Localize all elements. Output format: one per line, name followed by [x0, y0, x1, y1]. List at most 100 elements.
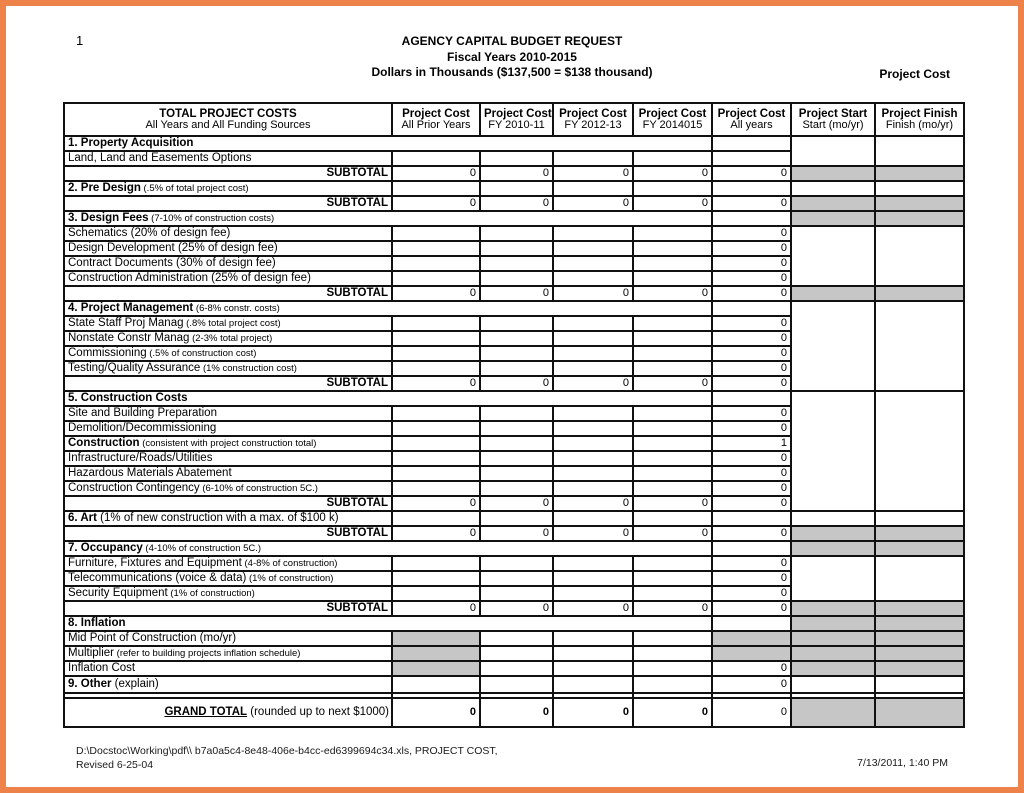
cell-fy-2010-11-item-telecom [479, 570, 554, 587]
row-label: Hazardous Materials Abatement [68, 467, 232, 480]
cell-fy-2010-11-item-commissioning [479, 345, 554, 362]
cell-project-finish-section-design-fees [874, 210, 965, 227]
cell-all-years-item-pre-design [711, 180, 792, 197]
cell-label-item-commissioning: Commissioning (.5% of construction cost) [63, 345, 393, 362]
row-label-note: (1% of construction) [167, 588, 255, 600]
cell-project-start-subtotal-design-fees [790, 285, 876, 302]
footer-file-info: D:\Docstoc\Working\pdf\\ b7a0a5c4-8e48-4… [76, 744, 498, 772]
cell-all-years-item-schematics: 0 [711, 225, 792, 242]
cell-label-item-testing-qa: Testing/Quality Assurance (1% constructi… [63, 360, 393, 377]
cell-fy-2012-13-spacer [552, 692, 634, 699]
cell-fy-2014015-grand-total: 0 [632, 697, 713, 728]
cell-subtotal-label: SUBTOTAL [63, 525, 393, 542]
cell-subtotal-label: SUBTOTAL [63, 495, 393, 512]
cell-fy-2012-13-subtotal-property-acquisition: 0 [552, 165, 634, 182]
cell-fy-2010-11-item-mid-point [479, 630, 554, 647]
cell-fy-2014015-item-security [632, 585, 713, 602]
cell-fy-2010-11-item-contract-documents [479, 255, 554, 272]
cell-fy-2014015-item-inflation-cost [632, 660, 713, 677]
cell-fy-2014015-item-pre-design [632, 180, 713, 197]
cell-project-finish-subtotal-pre-design [874, 195, 965, 212]
cell-all-years-section-construction-costs [711, 390, 792, 407]
row-label: Demolition/Decommissioning [68, 422, 217, 435]
cell-all-years-section-design-fees [711, 210, 792, 227]
cell-fy-2014015-item-commissioning [632, 345, 713, 362]
footer-timestamp: 7/13/2011, 1:40 PM [857, 757, 948, 769]
row-item-mid-point: Mid Point of Construction (mo/yr) [63, 630, 965, 647]
cell-project-start-section-construction-costs [790, 390, 876, 512]
row-item-site-building-prep: Site and Building Preparation 0 [63, 405, 964, 422]
row-item-inflation-cost: Inflation Cost 0 [63, 660, 965, 677]
row-label-note: (1% construction cost) [200, 363, 297, 375]
cell-fy-2012-13-item-commissioning [552, 345, 634, 362]
cell-project-finish-section-project-management [874, 300, 965, 392]
cell-all-prior-years-item-hazardous-materials [391, 465, 481, 482]
cell-fy-2014015-item-hazardous-materials [632, 465, 713, 482]
row-section-inflation: 8. Inflation [63, 615, 965, 632]
cell-all-years-item-multiplier [711, 645, 792, 662]
cell-fy-2012-13-item-nonstate-constr [552, 330, 634, 347]
cell-fy-2014015-item-testing-qa [632, 360, 713, 377]
cell-fy-2014015-item-demolition [632, 420, 713, 437]
cell-project-start-item-schematics [790, 225, 876, 287]
cell-all-prior-years-subtotal-design-fees: 0 [391, 285, 481, 302]
row-item-testing-qa: Testing/Quality Assurance (1% constructi… [63, 360, 964, 377]
cell-fy-2010-11-item-security [479, 585, 554, 602]
cell-project-finish-item-pre-design [874, 180, 965, 197]
cell-project-start-grand-total [790, 697, 876, 728]
row-label-note: (refer to building projects inflation sc… [114, 648, 301, 660]
cell-label-item-telecom: Telecommunications (voice & data) (1% of… [63, 570, 393, 587]
row-label: Nonstate Constr Manag [68, 332, 190, 345]
cell-fy-2014015-item-schematics [632, 225, 713, 242]
cell-all-years-item-telecom: 0 [711, 570, 792, 587]
cell-label-item-furniture: Furniture, Fixtures and Equipment (4-8% … [63, 555, 393, 572]
row-item-design-development: Design Development (25% of design fee) 0 [63, 240, 964, 257]
cell-label-item-site-building-prep: Site and Building Preparation [63, 405, 393, 422]
cell-fy-2012-13-item-inflation-cost [552, 660, 634, 677]
cell-all-years-item-construction-administration: 0 [711, 270, 792, 287]
row-label: Contract Documents (30% of design fee) [68, 257, 276, 270]
row-item-telecom: Telecommunications (voice & data) (1% of… [63, 570, 964, 587]
cell-fy-2012-13-item-construction-administration [552, 270, 634, 287]
page-number: 1 [76, 33, 84, 48]
header-row: TOTAL PROJECT COSTS All Years and All Fun… [63, 102, 965, 137]
row-label: 1. Property Acquisition [68, 137, 194, 150]
row-section-occupancy: 7. Occupancy (4-10% of construction 5C.) [63, 540, 965, 557]
cell-project-finish-subtotal-occupancy [874, 600, 965, 617]
row-item-commissioning: Commissioning (.5% of construction cost)… [63, 345, 964, 362]
row-subtotal-property-acquisition: SUBTOTAL 0 0 0 0 0 [63, 165, 965, 182]
row-item-state-staff: State Staff Proj Manag (.8% total projec… [63, 315, 964, 332]
cell-label-item-nonstate-constr: Nonstate Constr Manag (2-3% total projec… [63, 330, 393, 347]
cell-fy-2012-13-subtotal-art: 0 [552, 525, 634, 542]
row-label-note: (.5% of construction cost) [146, 348, 257, 360]
cell-fy-2010-11-subtotal-pre-design: 0 [479, 195, 554, 212]
cell-fy-2012-13-item-demolition [552, 420, 634, 437]
cell-all-years-subtotal-design-fees: 0 [711, 285, 792, 302]
cell-fy-2010-11-item-other [479, 675, 554, 694]
cell-project-finish-item-inflation-cost [874, 660, 965, 677]
row-label: Construction [68, 437, 140, 450]
row-label: GRAND TOTAL [164, 706, 248, 719]
cell-project-finish-section-inflation [874, 615, 965, 632]
cell-all-years-subtotal-project-management: 0 [711, 375, 792, 392]
cell-label-section-inflation: 8. Inflation [63, 615, 713, 632]
row-label: State Staff Proj Manag [68, 317, 184, 330]
row-label: Furniture, Fixtures and Equipment [68, 557, 242, 570]
row-label-note: (explain) [111, 678, 159, 691]
cell-fy-2014015-item-construction-contingency [632, 480, 713, 497]
cell-fy-2010-11-item-nonstate-constr [479, 330, 554, 347]
cell-label-spacer [63, 692, 393, 699]
cell-project-finish-section-property-acquisition [874, 135, 965, 167]
cell-fy-2012-13-item-state-staff [552, 315, 634, 332]
cell-project-start-subtotal-property-acquisition [790, 165, 876, 182]
row-label: 3. Design Fees [68, 212, 149, 225]
cell-project-finish-subtotal-art [874, 525, 965, 542]
cell-all-prior-years-item-inflation-cost [391, 660, 481, 677]
row-item-furniture: Furniture, Fixtures and Equipment (4-8% … [63, 555, 965, 602]
cell-fy-2010-11-item-infrastructure [479, 450, 554, 467]
row-item-other: 9. Other (explain) 0 [63, 675, 965, 694]
cell-all-years-item-other: 0 [711, 675, 792, 694]
cell-all-years-section-project-management [711, 300, 792, 317]
cell-project-start-item-furniture [790, 555, 876, 602]
